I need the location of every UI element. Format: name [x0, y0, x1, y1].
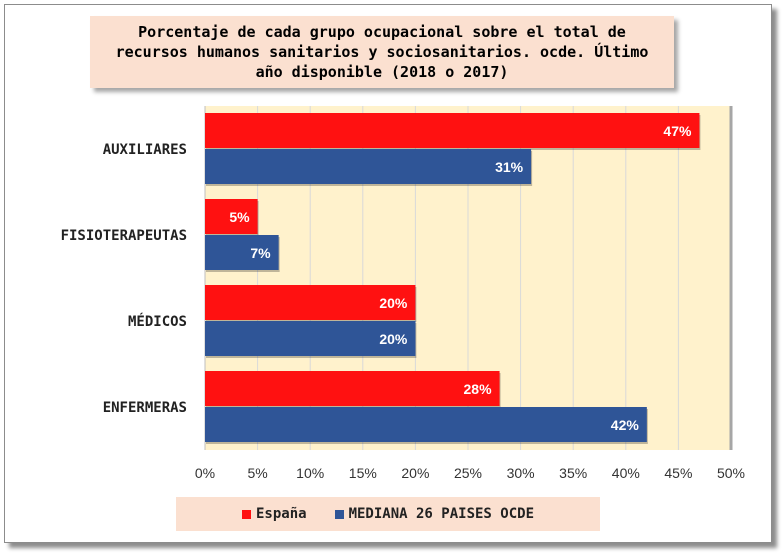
x-tick-label: 5%: [247, 465, 267, 481]
bar: [205, 371, 500, 406]
bar: [205, 199, 258, 234]
bars: 47% 31% 5% 7% 20% 20% 28% 42%: [205, 113, 701, 444]
legend-item-espana: España: [241, 506, 307, 522]
x-tick-label: 50%: [717, 465, 745, 481]
legend: España MEDIANA 26 PAISES OCDE: [176, 497, 600, 531]
x-tick-label: 0%: [195, 465, 215, 481]
bar: [205, 407, 647, 442]
x-tick-label: 25%: [454, 465, 482, 481]
legend-label-espana: España: [255, 506, 307, 522]
data-label: 5%: [229, 209, 250, 225]
data-label: 47%: [663, 123, 692, 139]
data-label: 7%: [250, 245, 271, 261]
x-tick-label: 45%: [664, 465, 692, 481]
data-label: 42%: [611, 417, 640, 433]
bar: [205, 149, 532, 184]
x-tick-label: 15%: [349, 465, 377, 481]
category-label: AUXILIARES: [103, 142, 187, 158]
category-label: ENFERMERAS: [103, 400, 187, 416]
bar: [205, 235, 279, 270]
bar: [205, 321, 416, 356]
data-label: 20%: [379, 331, 408, 347]
legend-item-mediana: MEDIANA 26 PAISES OCDE: [334, 506, 534, 522]
bar: [205, 285, 416, 320]
bar: [205, 113, 700, 148]
x-tick-label: 40%: [612, 465, 640, 481]
category-label: MÉDICOS: [128, 313, 187, 330]
legend-swatch-mediana: [334, 509, 344, 519]
chart-title: Porcentaje de cada grupo ocupacional sob…: [115, 23, 649, 81]
legend-swatch-espana: [241, 509, 251, 519]
data-label: 20%: [379, 295, 408, 311]
x-tick-label: 30%: [507, 465, 535, 481]
x-tick-label: 10%: [296, 465, 324, 481]
category-label: FISIOTERAPEUTAS: [61, 228, 187, 244]
x-tick-label: 35%: [559, 465, 587, 481]
legend-label-mediana: MEDIANA 26 PAISES OCDE: [348, 506, 534, 522]
category-labels: AUXILIARES FISIOTERAPEUTAS MÉDICOS ENFERMER…: [61, 142, 187, 416]
x-tick-labels: 0% 5% 10% 15% 20% 25% 30% 35% 40% 45% 50%: [195, 465, 745, 481]
data-label: 28%: [464, 381, 493, 397]
chart-title-box: Porcentaje de cada grupo ocupacional sob…: [90, 16, 674, 88]
x-tick-label: 20%: [401, 465, 429, 481]
data-label: 31%: [495, 159, 524, 175]
